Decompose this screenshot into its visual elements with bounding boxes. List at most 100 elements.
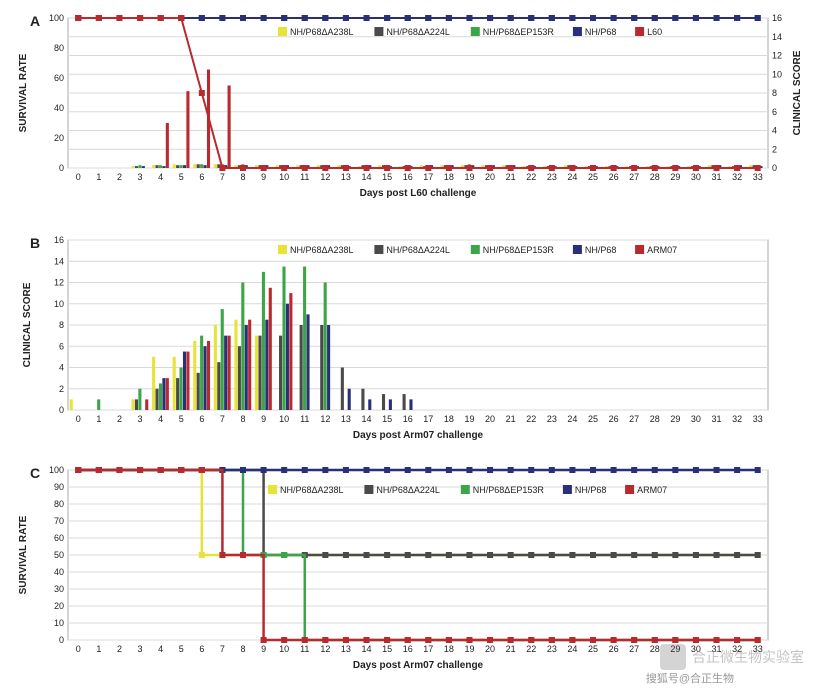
svg-text:25: 25 xyxy=(588,172,598,182)
svg-text:15: 15 xyxy=(382,414,392,424)
svg-text:0: 0 xyxy=(772,163,777,173)
svg-text:Days post L60 challenge: Days post L60 challenge xyxy=(360,188,477,199)
svg-text:10: 10 xyxy=(279,414,289,424)
svg-text:31: 31 xyxy=(712,414,722,424)
svg-text:20: 20 xyxy=(485,172,495,182)
svg-text:4: 4 xyxy=(158,644,163,654)
svg-text:9: 9 xyxy=(261,172,266,182)
svg-text:Days post Arm07 challenge: Days post Arm07 challenge xyxy=(353,430,484,441)
svg-text:3: 3 xyxy=(138,414,143,424)
svg-text:NH/P68ΔA238L: NH/P68ΔA238L xyxy=(290,245,354,255)
svg-text:14: 14 xyxy=(772,32,782,42)
svg-text:60: 60 xyxy=(54,73,64,83)
svg-text:SURVIVAL RATE: SURVIVAL RATE xyxy=(18,53,29,132)
svg-text:14: 14 xyxy=(362,414,372,424)
svg-text:24: 24 xyxy=(567,172,577,182)
svg-text:NH/P68ΔEP153R: NH/P68ΔEP153R xyxy=(483,245,555,255)
svg-text:12: 12 xyxy=(320,414,330,424)
svg-text:7: 7 xyxy=(220,414,225,424)
svg-text:18: 18 xyxy=(444,414,454,424)
svg-text:29: 29 xyxy=(670,172,680,182)
svg-text:28: 28 xyxy=(650,414,660,424)
svg-text:6: 6 xyxy=(772,107,777,117)
svg-text:17: 17 xyxy=(423,172,433,182)
svg-text:31: 31 xyxy=(712,172,722,182)
svg-text:33: 33 xyxy=(753,414,763,424)
svg-text:40: 40 xyxy=(54,567,64,577)
svg-text:19: 19 xyxy=(464,172,474,182)
svg-text:CLINICAL SCORE: CLINICAL SCORE xyxy=(22,282,33,367)
svg-text:12: 12 xyxy=(772,51,782,61)
svg-text:50: 50 xyxy=(54,550,64,560)
svg-text:1: 1 xyxy=(96,644,101,654)
svg-text:0: 0 xyxy=(76,644,81,654)
svg-text:2: 2 xyxy=(117,172,122,182)
svg-text:6: 6 xyxy=(199,414,204,424)
svg-text:16: 16 xyxy=(403,172,413,182)
svg-text:SURVIVAL RATE: SURVIVAL RATE xyxy=(18,515,29,594)
svg-text:32: 32 xyxy=(732,172,742,182)
svg-text:0: 0 xyxy=(59,405,64,415)
svg-text:19: 19 xyxy=(464,644,474,654)
svg-text:21: 21 xyxy=(506,644,516,654)
svg-text:13: 13 xyxy=(341,172,351,182)
svg-text:16: 16 xyxy=(772,13,782,23)
svg-text:6: 6 xyxy=(59,341,64,351)
svg-text:25: 25 xyxy=(588,644,598,654)
svg-text:NH/P68ΔEP153R: NH/P68ΔEP153R xyxy=(483,27,555,37)
svg-text:20: 20 xyxy=(485,644,495,654)
svg-text:22: 22 xyxy=(526,644,536,654)
svg-text:10: 10 xyxy=(54,618,64,628)
svg-text:NH/P68ΔA238L: NH/P68ΔA238L xyxy=(280,485,344,495)
svg-text:27: 27 xyxy=(629,414,639,424)
svg-text:16: 16 xyxy=(54,235,64,245)
svg-text:10: 10 xyxy=(279,172,289,182)
svg-text:4: 4 xyxy=(158,172,163,182)
svg-text:CLINICAL SCORE: CLINICAL SCORE xyxy=(792,50,803,135)
svg-text:22: 22 xyxy=(526,414,536,424)
svg-text:30: 30 xyxy=(691,172,701,182)
svg-text:5: 5 xyxy=(179,414,184,424)
svg-text:11: 11 xyxy=(300,644,309,654)
svg-text:27: 27 xyxy=(629,172,639,182)
svg-text:32: 32 xyxy=(732,414,742,424)
svg-text:23: 23 xyxy=(547,414,557,424)
svg-text:6: 6 xyxy=(199,172,204,182)
svg-text:17: 17 xyxy=(423,414,433,424)
svg-text:12: 12 xyxy=(320,172,330,182)
svg-text:7: 7 xyxy=(220,644,225,654)
svg-text:ARM07: ARM07 xyxy=(637,485,667,495)
svg-text:1: 1 xyxy=(96,172,101,182)
svg-text:8: 8 xyxy=(772,88,777,98)
svg-text:12: 12 xyxy=(320,644,330,654)
svg-text:23: 23 xyxy=(547,644,557,654)
svg-text:40: 40 xyxy=(54,103,64,113)
svg-text:4: 4 xyxy=(772,126,777,136)
svg-text:13: 13 xyxy=(341,644,351,654)
svg-text:27: 27 xyxy=(629,644,639,654)
svg-text:9: 9 xyxy=(261,414,266,424)
svg-text:28: 28 xyxy=(650,644,660,654)
svg-text:8: 8 xyxy=(240,172,245,182)
svg-text:10: 10 xyxy=(54,299,64,309)
svg-text:7: 7 xyxy=(220,172,225,182)
svg-text:3: 3 xyxy=(138,172,143,182)
watermark-text: 合正微生物实验室 xyxy=(692,647,804,667)
svg-text:12: 12 xyxy=(54,278,64,288)
svg-text:20: 20 xyxy=(54,133,64,143)
svg-text:15: 15 xyxy=(382,172,392,182)
svg-text:8: 8 xyxy=(240,644,245,654)
panel-b: B024681012141601234567891011121314151617… xyxy=(22,235,768,441)
svg-text:13: 13 xyxy=(341,414,351,424)
svg-text:70: 70 xyxy=(54,516,64,526)
svg-text:NH/P68ΔA238L: NH/P68ΔA238L xyxy=(290,27,354,37)
svg-text:20: 20 xyxy=(485,414,495,424)
svg-text:C: C xyxy=(30,465,40,481)
svg-text:5: 5 xyxy=(179,644,184,654)
svg-text:16: 16 xyxy=(403,414,413,424)
chat-icon xyxy=(660,644,686,670)
svg-text:20: 20 xyxy=(54,601,64,611)
svg-text:60: 60 xyxy=(54,533,64,543)
svg-text:11: 11 xyxy=(300,414,309,424)
figure: A024681012141602040608010001234567891011… xyxy=(0,0,824,690)
